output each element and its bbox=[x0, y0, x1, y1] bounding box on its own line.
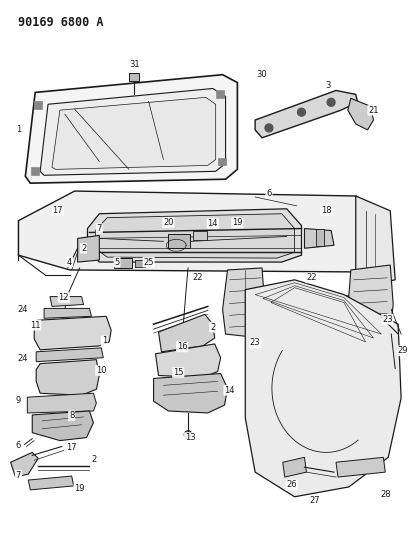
Polygon shape bbox=[44, 309, 91, 318]
Text: 28: 28 bbox=[380, 490, 390, 499]
Text: 17: 17 bbox=[53, 206, 63, 215]
Text: 29: 29 bbox=[398, 346, 408, 356]
Circle shape bbox=[53, 374, 61, 382]
Circle shape bbox=[79, 327, 84, 333]
Circle shape bbox=[297, 108, 306, 116]
Text: 3: 3 bbox=[326, 81, 331, 90]
Text: 7: 7 bbox=[16, 471, 21, 480]
Circle shape bbox=[179, 332, 187, 340]
Circle shape bbox=[49, 319, 59, 329]
Text: 30: 30 bbox=[257, 70, 267, 79]
Bar bbox=[216, 91, 224, 99]
Text: 90169 6800 A: 90169 6800 A bbox=[18, 15, 104, 28]
Text: 11: 11 bbox=[30, 321, 40, 330]
Text: 9: 9 bbox=[16, 395, 21, 405]
Text: 22: 22 bbox=[306, 273, 317, 282]
Text: 13: 13 bbox=[185, 433, 195, 442]
Circle shape bbox=[170, 361, 176, 367]
Bar bbox=[193, 230, 207, 240]
Text: 14: 14 bbox=[208, 219, 218, 228]
Text: 1: 1 bbox=[102, 336, 107, 345]
Text: 15: 15 bbox=[173, 368, 184, 377]
Text: 1: 1 bbox=[16, 125, 21, 134]
Circle shape bbox=[195, 357, 201, 362]
Text: 7: 7 bbox=[97, 224, 102, 233]
Polygon shape bbox=[78, 236, 99, 262]
Polygon shape bbox=[336, 457, 385, 477]
Text: 23: 23 bbox=[382, 315, 392, 324]
Polygon shape bbox=[348, 265, 393, 332]
Polygon shape bbox=[155, 344, 221, 377]
Text: 18: 18 bbox=[321, 206, 331, 215]
Text: 23: 23 bbox=[250, 338, 260, 348]
Circle shape bbox=[184, 431, 192, 439]
Bar bbox=[31, 167, 39, 175]
Polygon shape bbox=[28, 476, 74, 490]
Text: 19: 19 bbox=[74, 484, 85, 494]
Polygon shape bbox=[52, 98, 216, 169]
Text: 12: 12 bbox=[59, 293, 69, 302]
Text: 22: 22 bbox=[193, 273, 203, 282]
Polygon shape bbox=[11, 453, 38, 477]
Polygon shape bbox=[158, 314, 215, 352]
Polygon shape bbox=[32, 411, 93, 441]
Bar bbox=[316, 229, 324, 246]
Polygon shape bbox=[18, 191, 385, 272]
Text: 2: 2 bbox=[92, 455, 97, 464]
Text: 14: 14 bbox=[224, 386, 235, 395]
Polygon shape bbox=[255, 91, 358, 138]
Polygon shape bbox=[348, 99, 373, 130]
Polygon shape bbox=[40, 88, 226, 175]
Polygon shape bbox=[34, 316, 111, 350]
Polygon shape bbox=[27, 393, 96, 413]
Bar bbox=[129, 72, 139, 80]
Text: 2: 2 bbox=[81, 244, 86, 253]
Polygon shape bbox=[153, 374, 228, 413]
Text: 5: 5 bbox=[115, 257, 120, 266]
Circle shape bbox=[327, 99, 335, 106]
Polygon shape bbox=[87, 209, 302, 262]
Bar bbox=[135, 260, 145, 267]
Text: 25: 25 bbox=[143, 257, 154, 266]
Polygon shape bbox=[304, 229, 334, 248]
Polygon shape bbox=[50, 296, 84, 306]
Text: 6: 6 bbox=[266, 189, 272, 198]
Text: 26: 26 bbox=[286, 480, 297, 489]
Polygon shape bbox=[245, 280, 401, 497]
Polygon shape bbox=[223, 268, 265, 337]
Circle shape bbox=[265, 124, 273, 132]
Text: 21: 21 bbox=[368, 106, 379, 115]
Bar bbox=[169, 235, 190, 248]
Polygon shape bbox=[95, 214, 295, 258]
Text: 4: 4 bbox=[67, 257, 72, 266]
Circle shape bbox=[52, 322, 56, 326]
Polygon shape bbox=[36, 360, 99, 395]
Text: 8: 8 bbox=[69, 411, 74, 421]
Text: 2: 2 bbox=[210, 322, 215, 332]
Text: 31: 31 bbox=[129, 60, 140, 69]
Bar bbox=[114, 258, 132, 268]
Circle shape bbox=[59, 329, 65, 335]
Bar bbox=[217, 158, 226, 165]
Text: 10: 10 bbox=[96, 366, 106, 375]
Bar bbox=[34, 101, 42, 109]
Text: 24: 24 bbox=[17, 354, 28, 363]
Text: 24: 24 bbox=[17, 305, 28, 314]
Polygon shape bbox=[25, 75, 237, 183]
Polygon shape bbox=[356, 196, 395, 285]
Text: 6: 6 bbox=[16, 441, 21, 450]
Polygon shape bbox=[36, 348, 103, 362]
Polygon shape bbox=[283, 457, 306, 477]
Text: 17: 17 bbox=[67, 443, 77, 452]
Text: 19: 19 bbox=[232, 218, 243, 227]
Text: 16: 16 bbox=[177, 342, 187, 351]
Text: 20: 20 bbox=[163, 218, 173, 227]
Text: 27: 27 bbox=[309, 496, 319, 505]
